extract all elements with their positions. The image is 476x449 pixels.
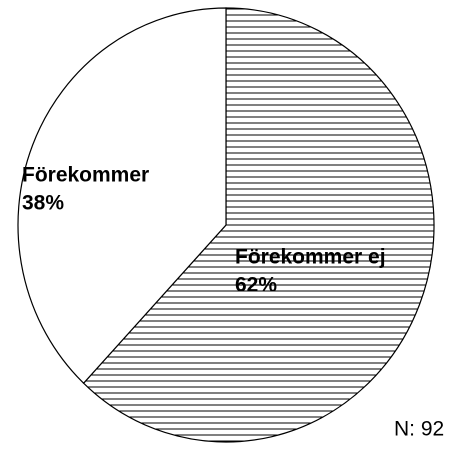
slice-label: Förekommer <box>22 164 149 187</box>
sample-size: N: 92 <box>394 418 444 441</box>
slice-label: Förekommer ej <box>235 246 386 269</box>
pie-slice <box>17 7 227 385</box>
slice-value-label: 62% <box>235 274 277 297</box>
slice-value-label: 38% <box>22 192 64 215</box>
pie-slice <box>82 7 435 443</box>
